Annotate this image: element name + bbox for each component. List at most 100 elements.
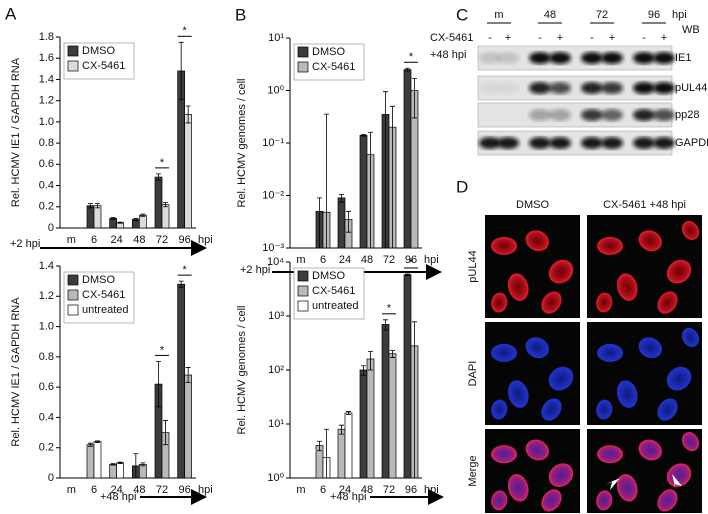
y-tick-label: 10¹	[268, 418, 284, 430]
error-bar	[383, 319, 388, 331]
x-axis-label: +2 hpi	[240, 264, 270, 276]
panel-label: B	[235, 5, 246, 24]
legend-swatch	[297, 300, 309, 312]
error-bar	[133, 453, 139, 479]
y-tick-label: 1.2	[39, 95, 54, 107]
blot-band	[633, 52, 655, 64]
bar	[154, 176, 163, 229]
y-tick-label: 0.6	[39, 158, 54, 170]
error-bar	[140, 462, 146, 467]
bar	[403, 274, 412, 479]
legend-label: CX-5461	[312, 285, 355, 297]
blot-band	[581, 52, 603, 64]
time-label: 96	[648, 9, 660, 21]
bar	[161, 204, 170, 229]
nucleus	[541, 291, 562, 314]
y-tick-label: 10⁰	[267, 472, 284, 484]
nucleus	[507, 474, 529, 502]
bar	[93, 205, 102, 229]
legend-swatch	[297, 61, 309, 73]
nucleus	[525, 439, 549, 461]
nucleus	[666, 366, 692, 391]
y-tick-label: 1.0	[39, 116, 54, 128]
bar	[184, 114, 193, 229]
error-bar	[390, 350, 395, 358]
x-tick-label: m	[296, 254, 305, 266]
bar	[93, 441, 102, 479]
blot-band	[601, 82, 623, 94]
blot-band	[601, 52, 623, 64]
blot-band	[581, 137, 603, 149]
bar	[366, 358, 375, 479]
error-bar	[339, 193, 344, 203]
blot-band	[549, 109, 571, 121]
bar	[138, 464, 147, 479]
nucleus	[616, 380, 638, 408]
bar	[177, 283, 186, 479]
nucleus	[507, 273, 529, 301]
error-bar	[339, 424, 344, 435]
y-tick-label: 0.2	[39, 201, 54, 213]
x-tick-label: 72	[383, 254, 395, 266]
y-tick-label: 10⁴	[267, 256, 284, 268]
y-tick-label: 0.8	[39, 351, 54, 363]
x-tick-label: 72	[156, 484, 168, 496]
blot-band	[497, 52, 519, 64]
treatment-sign: -	[590, 32, 594, 44]
error-bar	[185, 105, 191, 124]
bar	[337, 428, 346, 479]
significance-label: *	[387, 303, 392, 315]
treatment-sign: +	[609, 32, 615, 44]
x-tick-label: 48	[361, 254, 373, 266]
error-bar	[133, 218, 139, 221]
x-axis-label: +48 hpi	[330, 491, 366, 503]
bar	[109, 464, 118, 479]
y-tick-label: 10¹	[268, 32, 284, 44]
blot-band	[549, 52, 571, 64]
x-tick-label: 24	[111, 484, 123, 496]
nucleus	[491, 490, 508, 511]
y-tick-label: 10²	[268, 364, 284, 376]
blot-band	[653, 52, 675, 64]
treatment-sign: -	[642, 32, 646, 44]
nucleus	[638, 439, 662, 461]
blot-band	[601, 109, 623, 121]
nucleus	[597, 343, 623, 362]
y-tick-label: 10⁻¹	[262, 137, 284, 149]
x-unit-label: hpi	[198, 484, 213, 496]
blot-band	[633, 137, 655, 149]
time-label: m	[494, 9, 503, 21]
x-unit-label: hpi	[424, 254, 439, 266]
blot-band	[479, 82, 501, 94]
bar	[359, 369, 368, 479]
x-axis-label: +48 hpi	[100, 491, 136, 503]
bar	[344, 412, 353, 479]
panel-label: D	[456, 177, 468, 196]
panel-label: A	[5, 4, 17, 23]
error-bar	[324, 428, 329, 479]
error-bar	[185, 367, 191, 383]
blot-band	[601, 137, 623, 149]
x-tick-label: 48	[133, 234, 145, 246]
blot-band	[653, 137, 675, 149]
significance-label: *	[160, 157, 165, 169]
bar	[403, 69, 412, 249]
nucleus	[507, 380, 529, 408]
x-tick-label: m	[296, 484, 305, 496]
legend-swatch	[67, 304, 79, 316]
nucleus	[491, 399, 508, 420]
x-tick-label: 6	[320, 254, 326, 266]
time-label: 72	[596, 9, 608, 21]
x-tick-label: 96	[405, 484, 417, 496]
significance-label: *	[409, 51, 414, 63]
error-bar	[405, 67, 410, 72]
error-bar	[317, 197, 322, 249]
error-bar	[346, 411, 351, 415]
error-bar	[405, 273, 410, 276]
blot-band	[529, 82, 551, 94]
y-tick-label: 0.4	[39, 179, 54, 191]
x-tick-label: 24	[339, 484, 351, 496]
y-tick-label: 1.6	[39, 52, 54, 64]
nucleus	[657, 398, 678, 421]
arrow-marker	[672, 474, 682, 490]
